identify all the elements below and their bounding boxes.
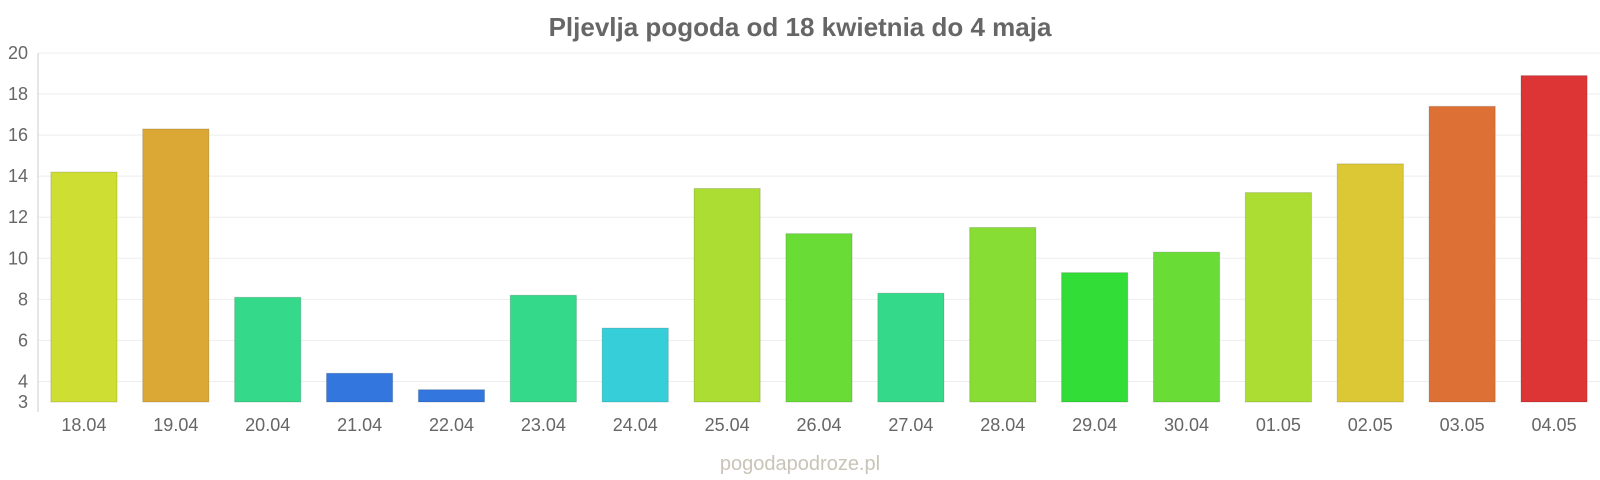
x-tick-label: 23.04 (521, 415, 566, 435)
bar-20.04 (234, 296, 302, 403)
bar-18.04 (50, 171, 118, 403)
y-tick-label: 4 (18, 371, 28, 391)
x-tick-label: 19.04 (153, 415, 198, 435)
bar-23.04 (509, 294, 577, 403)
bar-25.04 (693, 187, 761, 403)
x-tick-label: 02.05 (1348, 415, 1393, 435)
bar-30.04 (1152, 251, 1221, 403)
x-axis-ticks: 18.04 19.04 20.04 21.04 22.04 23.04 24.04 25.04… (61, 415, 1576, 435)
y-axis-ticks: 34 6 8 10 12 14 16 18 20 (8, 43, 28, 412)
bar-03.05 (1428, 105, 1496, 403)
x-tick-label: 27.04 (888, 415, 933, 435)
y-tick-label: 8 (18, 289, 28, 309)
bar-21.04 (326, 372, 394, 403)
x-tick-label: 20.04 (245, 415, 290, 435)
bar-26.04 (785, 233, 853, 403)
x-tick-label: 30.04 (1164, 415, 1209, 435)
bar-24.04 (601, 327, 669, 403)
bar-28.04 (969, 227, 1037, 403)
x-tick-label: 01.05 (1256, 415, 1301, 435)
bar-29.04 (1061, 272, 1129, 403)
x-tick-label: 29.04 (1072, 415, 1117, 435)
y-tick-label: 12 (8, 207, 28, 227)
x-tick-label: 22.04 (429, 415, 474, 435)
bar-27.04 (877, 292, 945, 403)
watermark: pogodapodroze.pl (720, 453, 880, 475)
y-tick-label: 6 (18, 330, 28, 350)
x-tick-label: 26.04 (796, 415, 841, 435)
x-tick-label: 24.04 (613, 415, 658, 435)
y-tick-label: 18 (8, 84, 28, 104)
x-tick-label: 21.04 (337, 415, 382, 435)
chart-title: Pljevlja pogoda od 18 kwietnia do 4 maja (549, 12, 1052, 42)
bar-02.05 (1336, 163, 1404, 403)
y-tick-label: 16 (8, 125, 28, 145)
y-tick-label: 3 (18, 392, 28, 412)
bar-04.05 (1520, 75, 1588, 403)
x-tick-label: 18.04 (61, 415, 106, 435)
y-tick-label: 10 (8, 248, 28, 268)
x-tick-label: 25.04 (705, 415, 750, 435)
x-tick-label: 03.05 (1440, 415, 1485, 435)
bar-01.05 (1244, 192, 1312, 403)
bar-19.04 (142, 128, 210, 403)
bar-22.04 (417, 389, 486, 403)
x-tick-label: 28.04 (980, 415, 1025, 435)
bars (50, 75, 1588, 403)
x-tick-label: 04.05 (1532, 415, 1577, 435)
y-tick-label: 14 (8, 166, 28, 186)
y-tick-label: 20 (8, 43, 28, 63)
